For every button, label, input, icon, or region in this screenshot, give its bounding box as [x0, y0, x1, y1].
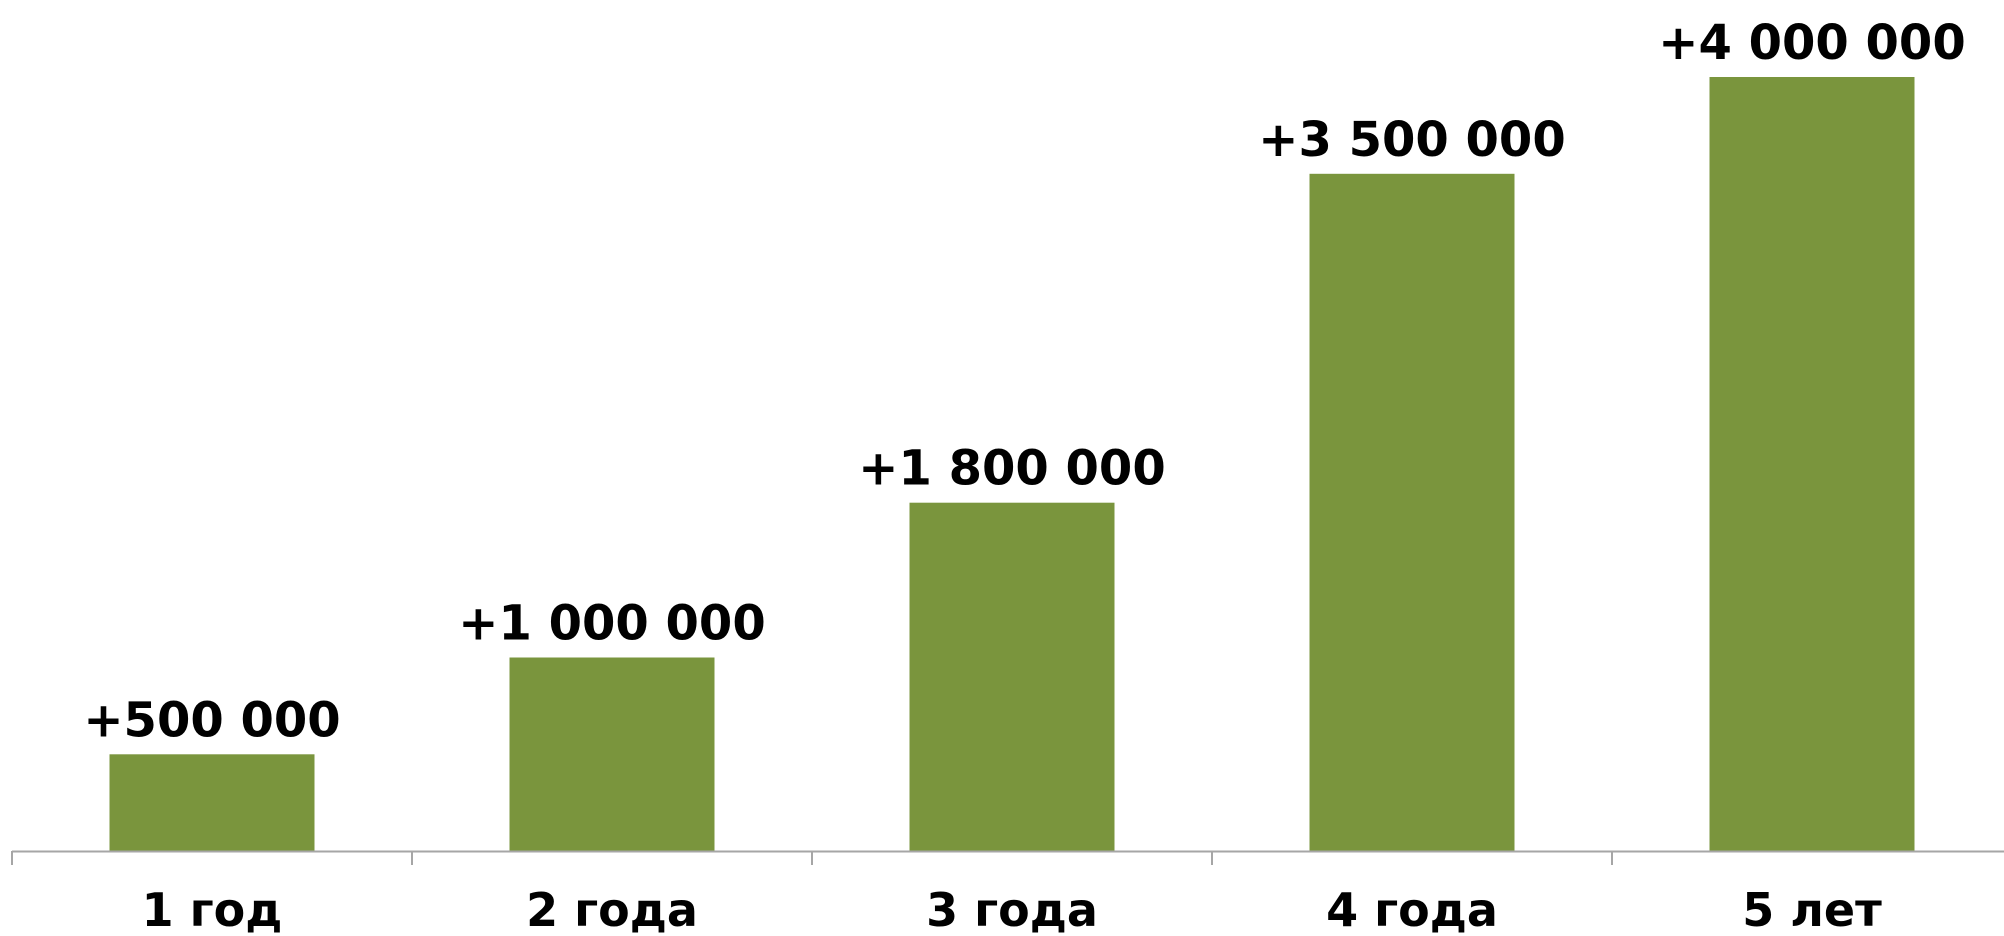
bar-5 — [1709, 77, 1915, 851]
data-labels-group: +500 000 +1 000 000 +1 800 000 +3 500 000 +4… — [83, 15, 1965, 748]
bar-4 — [1309, 173, 1515, 852]
x-tick-label-1: 1 год — [142, 883, 283, 936]
x-axis — [11, 850, 2004, 865]
x-tick-label-5: 5 лет — [1742, 883, 1882, 936]
x-tick-label-4: 4 года — [1326, 883, 1498, 936]
data-label-1: +500 000 — [83, 692, 340, 748]
x-tick-label-2: 2 года — [526, 883, 698, 936]
x-tick-labels-group: 1 год 2 года 3 года 4 года 5 лет — [142, 883, 1883, 936]
x-tick-label-3: 3 года — [926, 883, 1098, 936]
bar-3 — [909, 502, 1115, 851]
bar-2 — [509, 657, 715, 851]
bars-group — [109, 77, 1915, 852]
data-label-3: +1 800 000 — [858, 441, 1165, 497]
data-label-5: +4 000 000 — [1658, 15, 1965, 71]
data-label-4: +3 500 000 — [1258, 112, 1565, 168]
data-label-2: +1 000 000 — [458, 596, 765, 652]
bar-1 — [109, 754, 315, 852]
